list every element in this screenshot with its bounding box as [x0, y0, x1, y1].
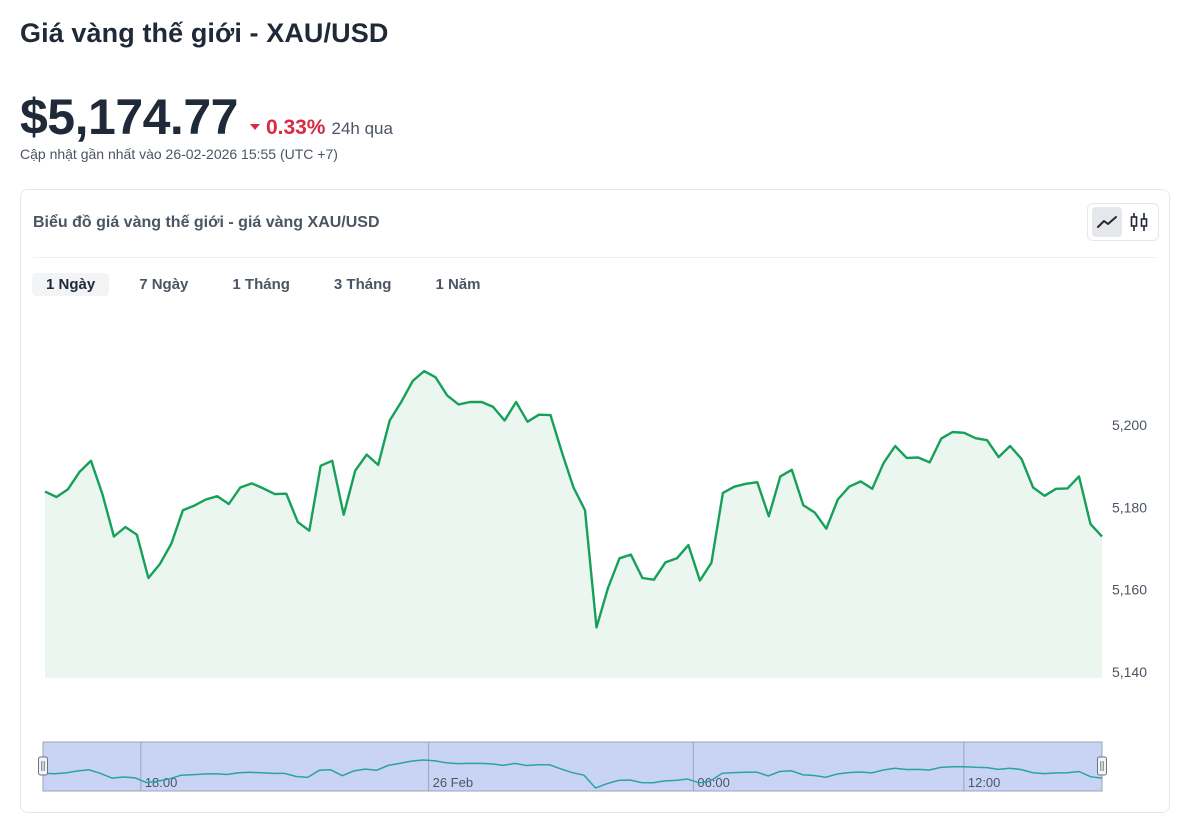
page-title: Giá vàng thế giới - XAU/USD [20, 18, 389, 48]
price-line [44, 369, 1103, 629]
price-row: $5,174.77 0.33% 24h qua [20, 88, 393, 146]
candlestick-button[interactable] [1124, 207, 1154, 237]
current-price: $5,174.77 [20, 89, 238, 145]
y-axis: 5,140 5,160 5,180 5,200 [1112, 417, 1147, 680]
y-tick-label: 5,180 [1112, 499, 1147, 515]
navigator-tick-label: 26 Feb [433, 775, 473, 790]
range-1-day[interactable]: 1 Ngày [32, 273, 110, 296]
range-7-days[interactable]: 7 Ngày [139, 276, 189, 293]
navigator-line [42, 759, 1103, 789]
change-percent: 0.33% [265, 116, 326, 139]
chart-card: Biểu đồ giá vàng thế giới - giá vàng XAU… [20, 189, 1170, 813]
price-area [45, 371, 1102, 678]
change-period: 24h qua [331, 119, 393, 138]
y-tick-label: 5,140 [1112, 664, 1147, 680]
y-tick-label: 5,160 [1112, 582, 1147, 598]
navigator-left-handle[interactable] [38, 756, 48, 776]
price-change: 0.33% 24h qua [249, 116, 393, 140]
navigator-right-handle[interactable] [1097, 756, 1107, 776]
caret-down-icon [249, 124, 260, 130]
main-plot [44, 369, 1103, 678]
line-chart-icon [1097, 216, 1117, 228]
range-1-year[interactable]: 1 Năm [435, 276, 481, 293]
range-1-month[interactable]: 1 Tháng [232, 276, 290, 293]
y-tick-label: 5,200 [1112, 417, 1147, 433]
navigator-tick-label: 06:00 [697, 775, 730, 790]
chart-card-title: Biểu đồ giá vàng thế giới - giá vàng XAU… [33, 214, 380, 231]
line-chart-button[interactable] [1092, 207, 1122, 237]
card-divider [33, 257, 1157, 258]
candlestick-icon [1130, 213, 1148, 231]
navigator-tick-label: 12:00 [968, 775, 1001, 790]
chart-type-toggle [1087, 203, 1159, 241]
last-updated: Cập nhật gần nhất vào 26-02-2026 15:55 (… [20, 146, 338, 162]
navigator: 18:00 26 Feb 06:00 12:00 [38, 741, 1107, 792]
range-3-months[interactable]: 3 Tháng [333, 276, 392, 293]
range-selector: 1 Ngày 7 Ngày 1 Tháng 3 Tháng 1 Năm [32, 273, 510, 296]
navigator-selection[interactable] [42, 741, 1103, 792]
